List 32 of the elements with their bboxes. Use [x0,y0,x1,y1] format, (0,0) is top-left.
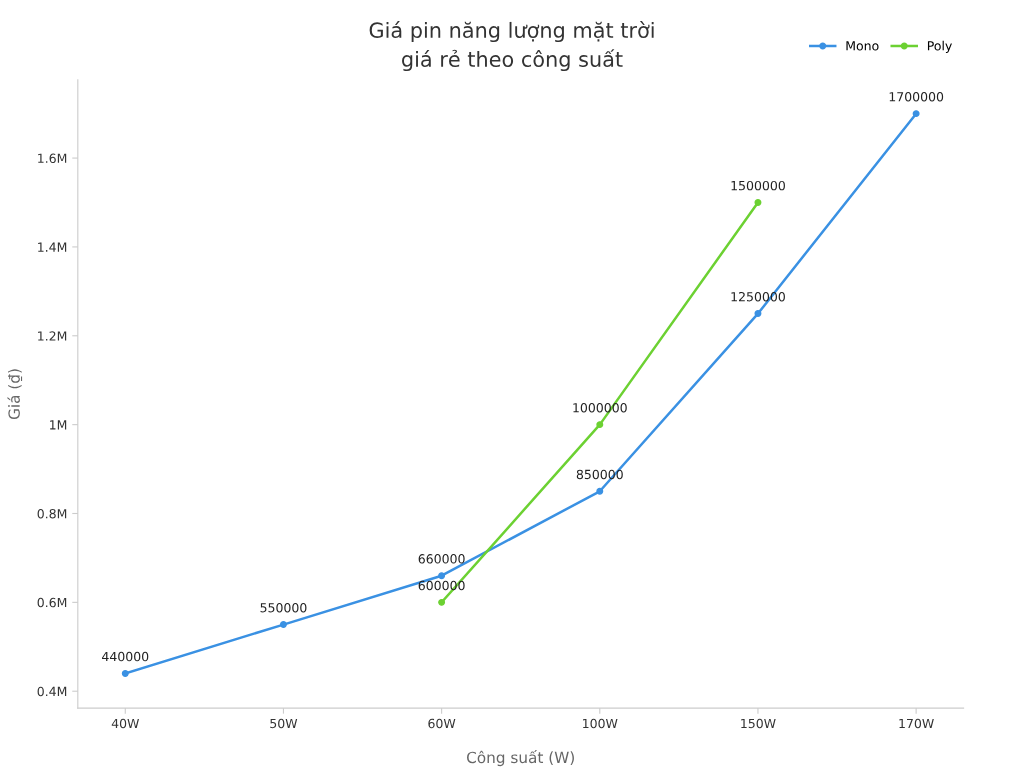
legend-label: Poly [927,40,952,53]
y-axis-title: Giá (₫) [7,369,23,420]
data-label: 1500000 [731,180,785,191]
point [754,199,762,206]
data-label: 440000 [102,651,149,662]
point [596,487,604,495]
point [754,310,762,318]
data-label: 1700000 [889,92,944,102]
data-label: 660000 [418,554,465,564]
y-tick-label: 1M [50,420,67,430]
y-tick-label: 0.8M [37,508,67,519]
point [121,669,129,677]
x-tick-label: 50W [270,718,298,729]
point [279,621,287,629]
x-axis-title: Công suất (W) [467,750,574,767]
y-tick-label: 1.4M [38,242,67,252]
legend-label: Mono [846,41,879,51]
y-tick-label: 0.6M [37,597,67,608]
chart-title: Giá pin năng lượng mặt trời giá rẻ theo công suất [369,21,654,72]
x-tick-label: 40W [111,718,139,729]
x-tick-label: 60W [428,718,456,729]
y-tick-label: 0.4M [37,686,67,697]
point [912,110,920,118]
y-tick-label: 1.2M [38,331,67,341]
x-tick-label: 170W [899,718,934,729]
point [596,421,604,429]
y-tick-label: 1.6M [38,153,67,163]
point [438,572,446,580]
x-tick-label: 100W [583,718,618,729]
data-label: 550000 [260,602,307,613]
x-tick-label: 150W [741,718,776,729]
point [438,598,446,606]
